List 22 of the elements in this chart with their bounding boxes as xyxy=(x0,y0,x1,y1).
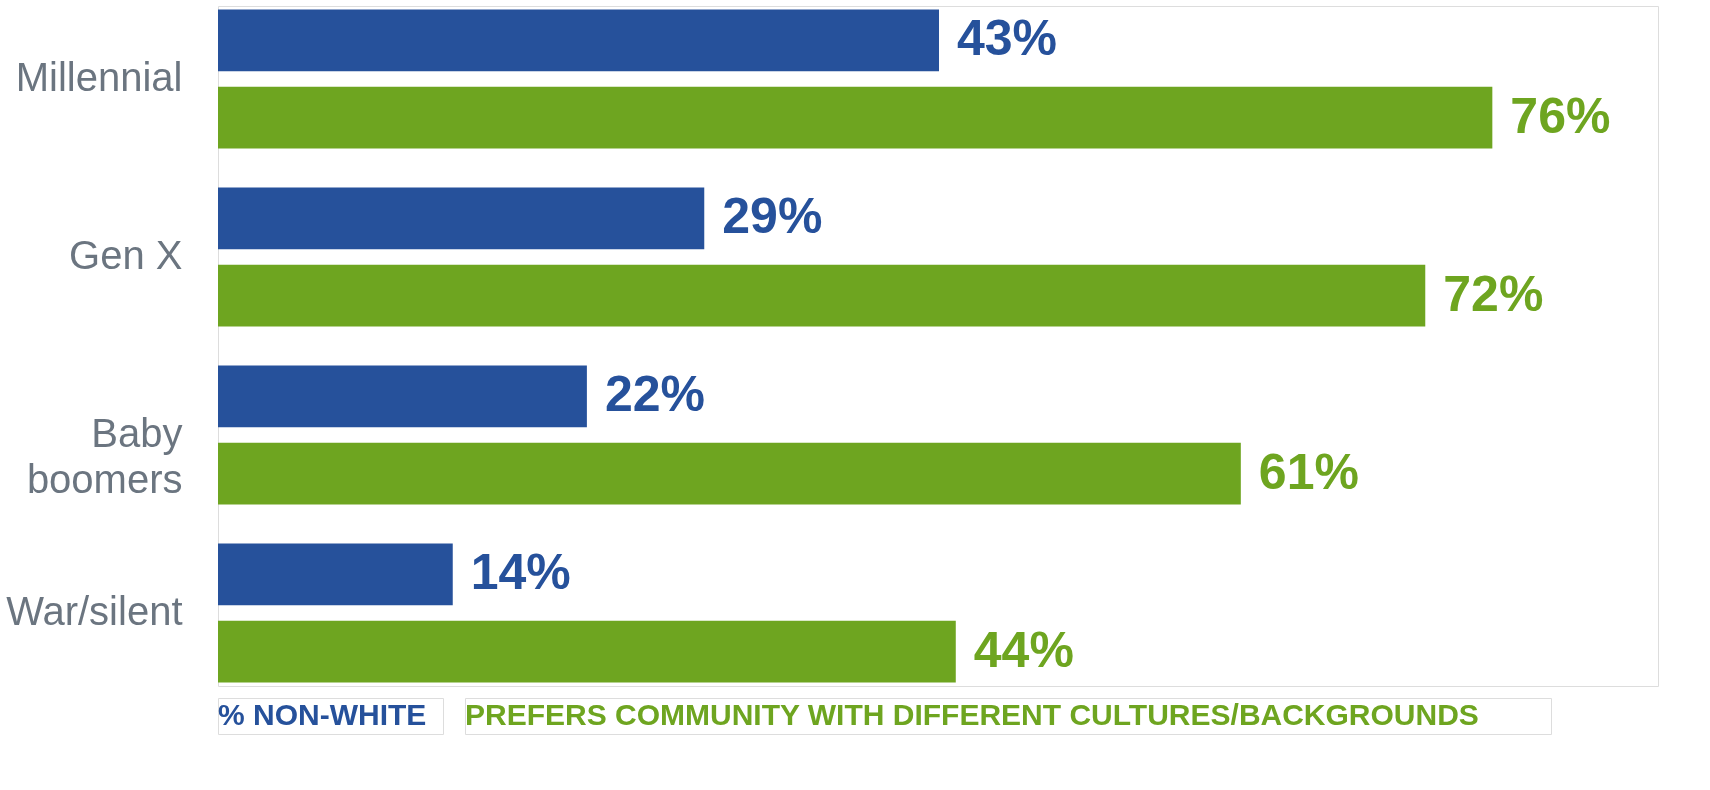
y-tick-label: Baby boomers xyxy=(26,411,183,502)
bar xyxy=(218,9,940,72)
bar xyxy=(218,620,956,683)
data-label: 22% xyxy=(604,366,705,423)
data-label: 61% xyxy=(1258,443,1359,500)
bar xyxy=(218,264,1426,327)
data-label: 76% xyxy=(1510,87,1611,144)
bar xyxy=(218,86,1493,149)
data-label: 72% xyxy=(1443,265,1544,322)
bar xyxy=(218,187,705,250)
bar xyxy=(218,365,587,428)
data-label: 14% xyxy=(470,544,571,601)
bar xyxy=(218,543,453,606)
y-tick-label: Millennial xyxy=(15,54,183,99)
data-label: 43% xyxy=(957,10,1058,67)
data-label: 29% xyxy=(722,188,823,245)
text: % NON-WHITE xyxy=(218,698,427,731)
y-tick-label: War/silent xyxy=(6,589,183,634)
data-label: 44% xyxy=(973,621,1074,678)
bar xyxy=(218,442,1241,505)
y-tick-label: Gen X xyxy=(69,232,183,277)
series-label: PREFERS COMMUNITY WITH DIFFERENT CULTURES/BACKGROUNDS xyxy=(465,698,1479,731)
